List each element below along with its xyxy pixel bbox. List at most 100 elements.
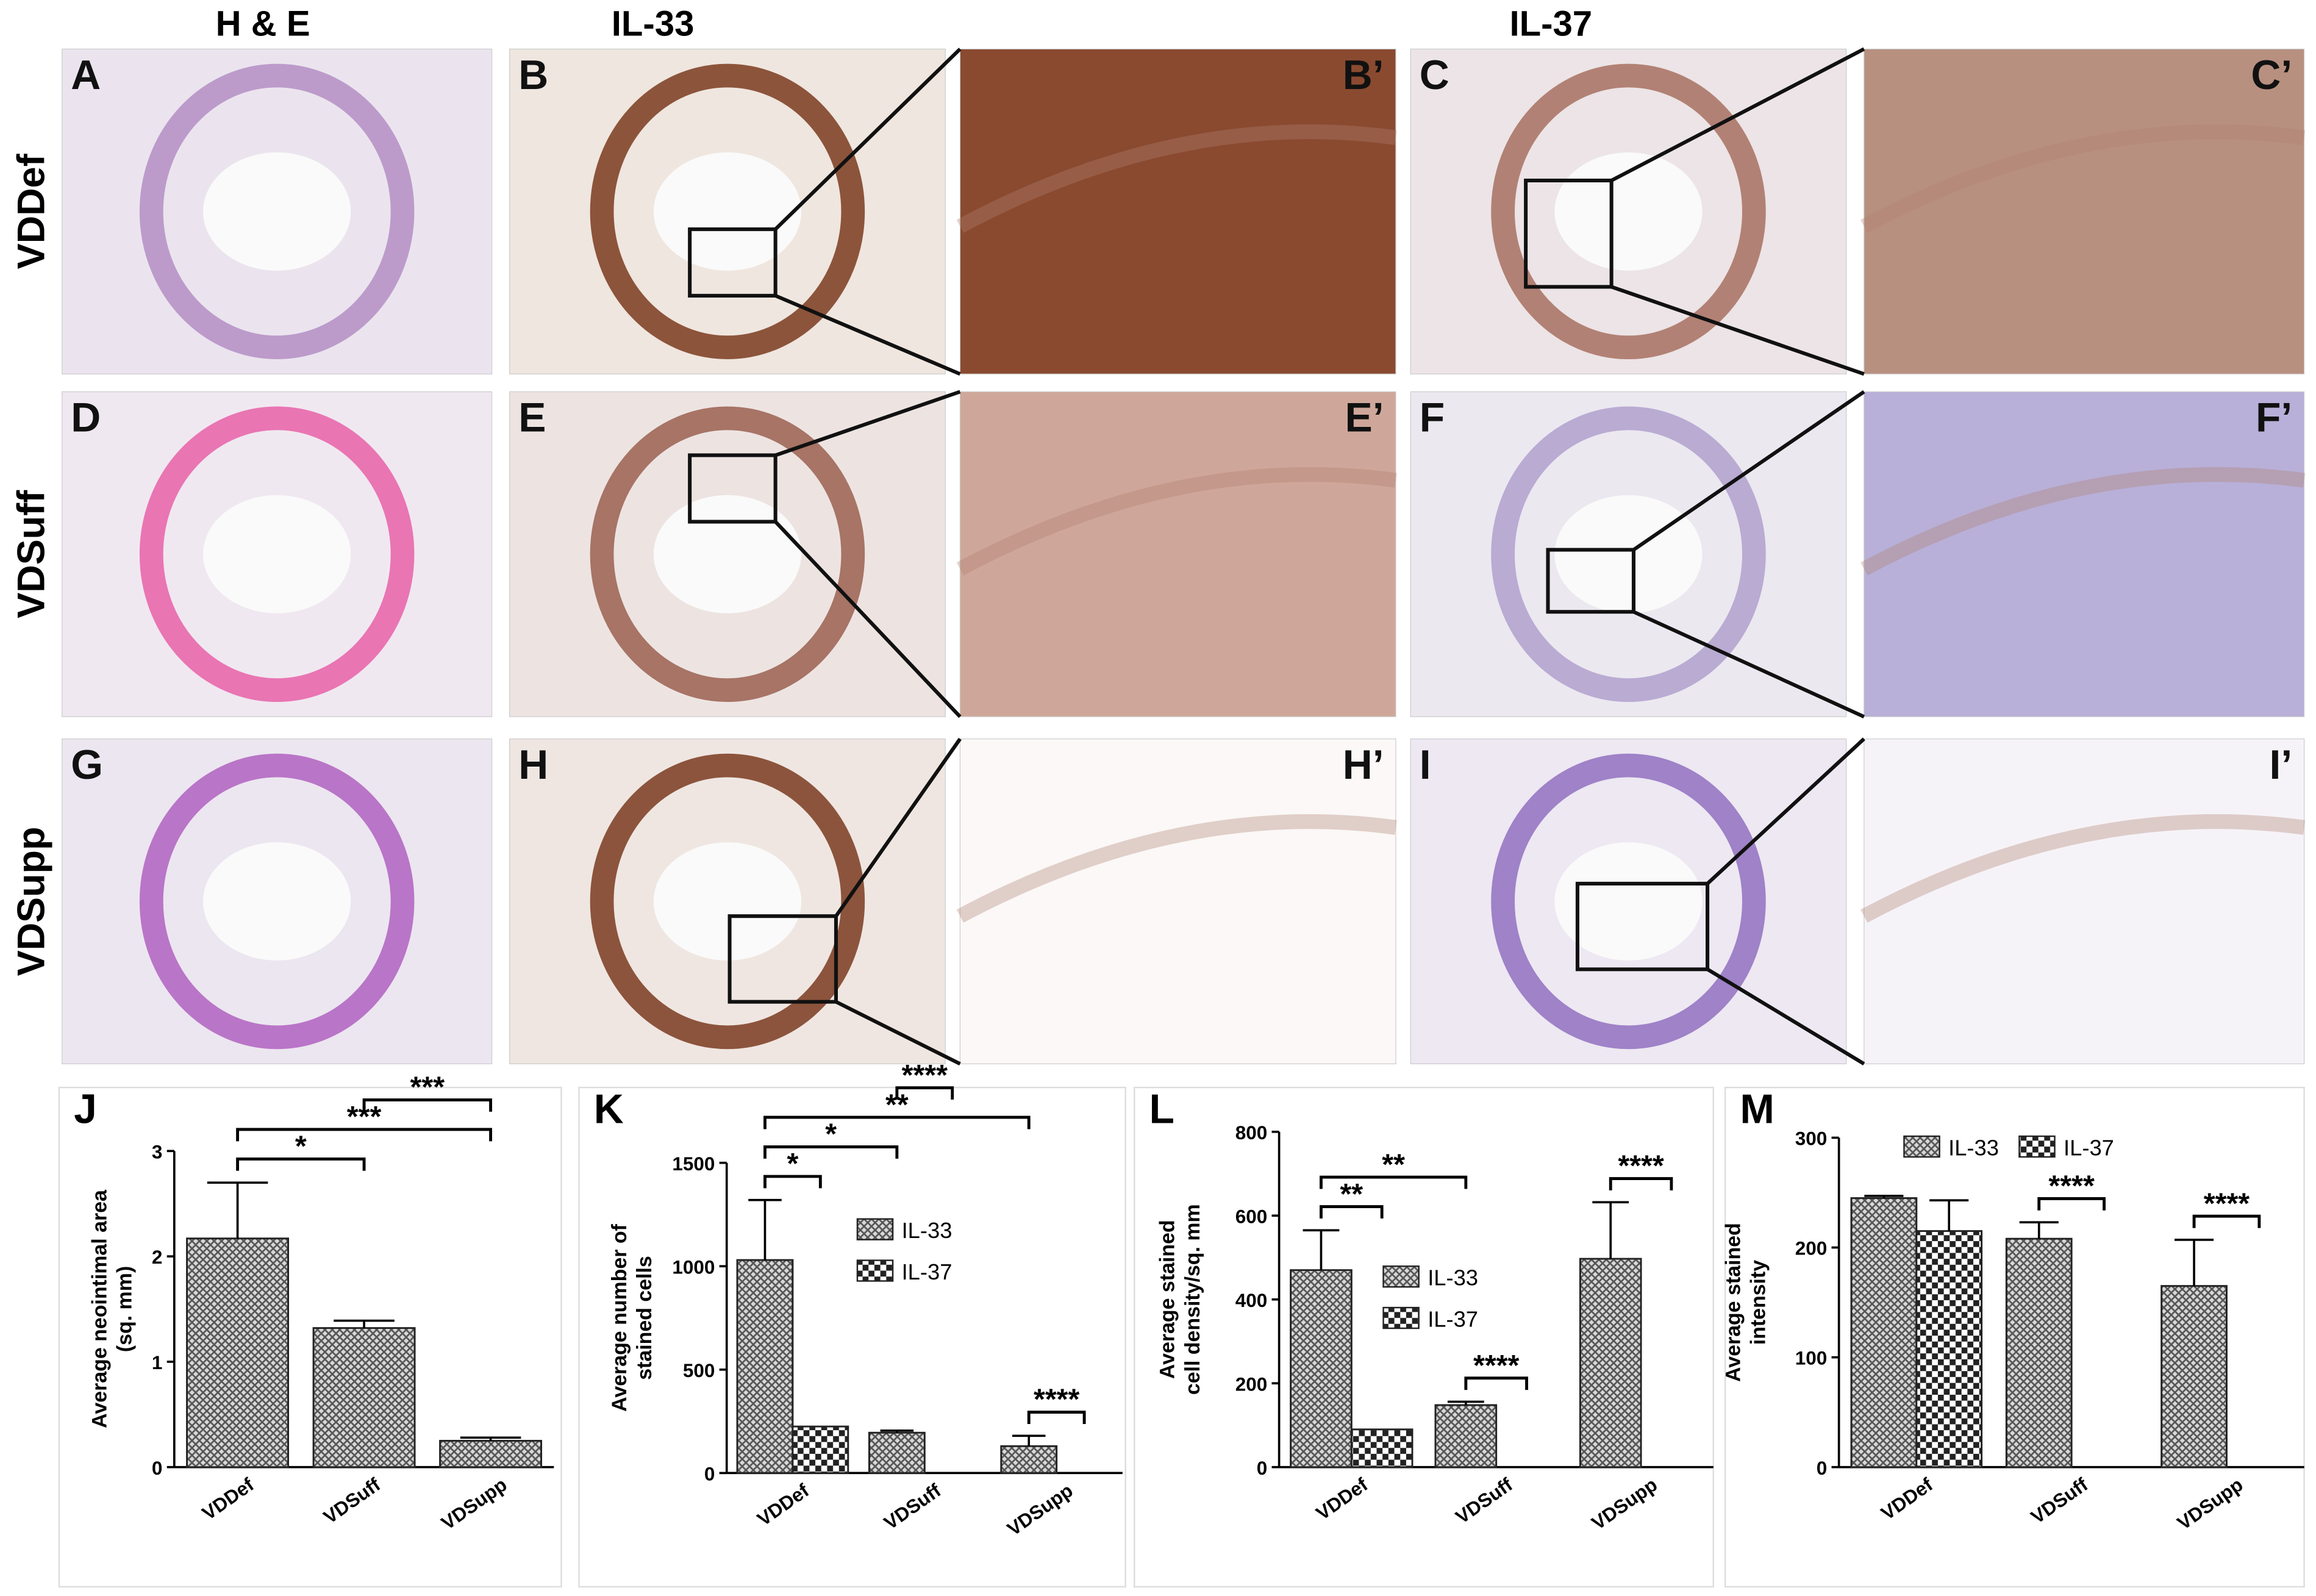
vessel-lumen (1554, 495, 1703, 614)
panel-label: H (518, 742, 548, 788)
zoom-line (1706, 737, 1865, 886)
significance-bracket (2037, 1197, 2106, 1211)
vessel-wall (1491, 63, 1766, 360)
error-bar (1592, 1201, 1629, 1259)
error-bar (460, 1436, 521, 1441)
panel-label: J (74, 1086, 97, 1132)
vessel-wall (590, 63, 865, 360)
y-tick-label: 600 (1235, 1206, 1268, 1227)
y-axis-label: cell density/sq. mm (1181, 1204, 1204, 1395)
significance-bracket (1320, 1175, 1468, 1189)
vessel-lumen (203, 152, 351, 271)
panel-label: I’ (2270, 742, 2293, 788)
micrograph (1864, 738, 2305, 1065)
significance-bracket (763, 1145, 899, 1159)
tissue-edge (956, 124, 1397, 233)
zoom-line (774, 48, 962, 231)
chart-frame (578, 1086, 1126, 1588)
significance-bracket (362, 1098, 492, 1112)
significance-label: ** (1340, 1178, 1363, 1211)
bar (2005, 1237, 2073, 1469)
tissue-edge (1860, 124, 2306, 233)
vessel-lumen (653, 152, 802, 271)
y-tick-label: 3 (152, 1141, 163, 1162)
panel-label: E (518, 395, 546, 441)
significance-bracket (236, 1157, 366, 1171)
y-axis-label: Average stained (1156, 1220, 1179, 1379)
zoom-line (835, 1000, 961, 1066)
y-tick-label: 0 (152, 1458, 163, 1479)
y-tick-label: 0 (1257, 1458, 1268, 1479)
y-tick-label: 800 (1235, 1122, 1268, 1143)
legend-label: IL-37 (1428, 1307, 1478, 1332)
column-header: H & E (216, 4, 310, 44)
vessel-wall (139, 63, 415, 360)
error-bar (2175, 1239, 2214, 1286)
y-axis-label: intensity (1747, 1260, 1770, 1345)
panel-label: D (71, 395, 101, 441)
significance-label: **** (1618, 1150, 1664, 1183)
bar (1915, 1230, 1983, 1469)
micrograph (959, 48, 1396, 374)
y-axis-label: stained cells (633, 1256, 656, 1380)
zoom-box (727, 914, 838, 1004)
panel-label: M (1740, 1086, 1774, 1132)
significance-label: * (787, 1147, 798, 1180)
significance-bracket (1320, 1205, 1384, 1218)
bar (186, 1237, 290, 1469)
vessel-lumen (653, 495, 802, 614)
zoom-box (688, 453, 777, 524)
zoom-box (1546, 548, 1635, 614)
legend-label: IL-33 (902, 1218, 952, 1243)
bar (1000, 1445, 1058, 1474)
zoom-line (834, 737, 962, 917)
error-bar (207, 1181, 268, 1239)
y-tick-label: 300 (1795, 1128, 1828, 1150)
panel-label: B (518, 52, 548, 98)
significance-bracket (763, 1115, 1031, 1129)
tissue-edge (1860, 814, 2306, 923)
significance-label: *** (410, 1071, 445, 1104)
legend-label: IL-37 (902, 1259, 952, 1284)
row-label: VDDef (10, 153, 53, 269)
tissue-edge (956, 467, 1397, 576)
panel-label: K (594, 1086, 624, 1132)
row-label: VDSuff (10, 490, 53, 618)
y-tick-label: 1000 (672, 1256, 715, 1278)
error-bar (880, 1430, 914, 1433)
bar (439, 1440, 543, 1469)
significance-label: ** (1382, 1148, 1405, 1181)
significance-label: **** (1473, 1349, 1520, 1382)
vessel-wall (1491, 753, 1766, 1050)
panel-label: B’ (1343, 52, 1384, 98)
legend-swatch (856, 1218, 894, 1240)
bar (1579, 1258, 1642, 1469)
y-tick-label: 200 (1235, 1373, 1268, 1395)
y-tick-label: 100 (1795, 1348, 1828, 1369)
chart-frame (1134, 1086, 1714, 1588)
micrograph (959, 391, 1396, 717)
significance-bracket (2192, 1214, 2261, 1228)
panel-label: H’ (1343, 742, 1384, 788)
chart-frame (58, 1086, 562, 1588)
micrograph (62, 391, 493, 717)
y-tick-label: 200 (1795, 1238, 1828, 1259)
zoom-line (1706, 967, 1865, 1066)
y-tick-label: 400 (1235, 1290, 1268, 1311)
significance-label: * (825, 1118, 837, 1151)
zoom-box (1575, 881, 1710, 972)
error-bar (1303, 1229, 1340, 1270)
panel-label: C (1420, 52, 1449, 98)
significance-bracket (763, 1175, 822, 1189)
significance-bracket (1609, 1177, 1673, 1190)
y-tick-label: 500 (683, 1360, 715, 1381)
error-bar (748, 1198, 782, 1261)
micrograph (1864, 391, 2305, 717)
micrograph (1864, 48, 2305, 374)
y-tick-label: 0 (1817, 1458, 1828, 1479)
vessel-wall (139, 406, 415, 702)
bar (1850, 1197, 1918, 1469)
legend-swatch (1382, 1265, 1420, 1288)
